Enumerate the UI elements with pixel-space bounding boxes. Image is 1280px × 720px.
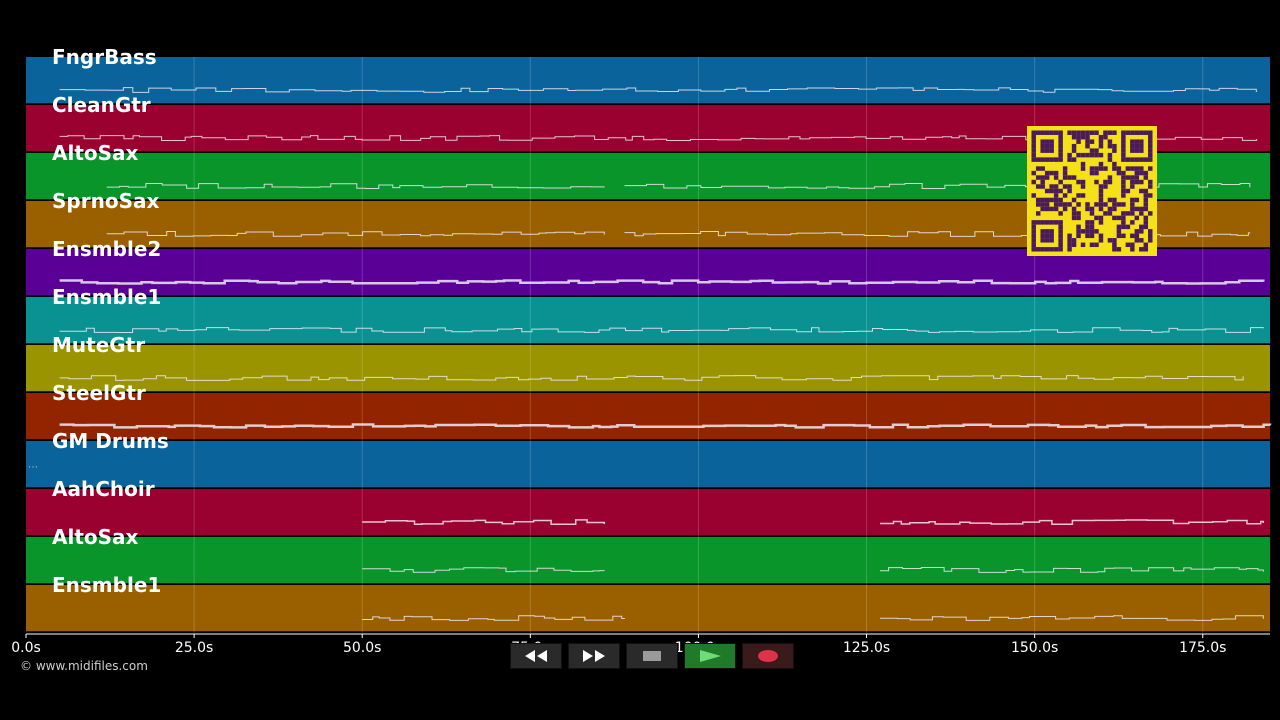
- track-lane: [26, 537, 1270, 584]
- record-icon: [758, 650, 778, 662]
- play-icon: [700, 650, 721, 662]
- track-lane: [26, 57, 1270, 104]
- track-name-label: Ensmble1: [52, 573, 162, 597]
- play-button[interactable]: [684, 643, 736, 669]
- note-sequence: [59, 375, 1244, 381]
- axis-tick-label: 175.0s: [1179, 640, 1227, 656]
- track-lane: [26, 345, 1270, 392]
- transport-controls: [510, 643, 794, 669]
- track-lane: [26, 441, 1270, 488]
- track-lane: [26, 489, 1270, 536]
- note-sequence: [880, 615, 1264, 621]
- axis-tick-label: 125.0s: [842, 640, 891, 656]
- track-lane: [26, 393, 1270, 440]
- fast-forward-icon: [583, 650, 605, 662]
- track-name-label: MuteGtr: [52, 333, 146, 357]
- axis-tick-label: 25.0s: [174, 640, 214, 656]
- note-sequence: [59, 423, 1272, 429]
- rewind-button[interactable]: [510, 643, 562, 669]
- stop-icon: [643, 651, 661, 661]
- track-name-label: AahChoir: [52, 477, 155, 501]
- track-name-label: SteelGtr: [52, 381, 146, 405]
- track-lane: [26, 297, 1270, 344]
- note-sequence: [59, 279, 1265, 285]
- track-name-label: AltoSax: [52, 525, 139, 549]
- note-sequence: [106, 231, 605, 237]
- rewind-icon: [525, 650, 547, 662]
- axis-tick-label: 50.0s: [342, 640, 382, 656]
- track-lane: [26, 249, 1270, 296]
- note-sequence: [106, 183, 605, 189]
- axis-tick-label: 0.0s: [11, 640, 41, 656]
- track-name-label: Ensmble2: [52, 237, 162, 261]
- note-sequence: [362, 567, 605, 573]
- axis-tick-label: 150.0s: [1010, 640, 1059, 656]
- fast-forward-button[interactable]: [568, 643, 620, 669]
- track-name-label: SprnoSax: [52, 189, 160, 213]
- track-name-label: GM Drums: [52, 429, 169, 453]
- note-sequence: [362, 615, 625, 621]
- record-button[interactable]: [742, 643, 794, 669]
- note-sequence: [880, 567, 1264, 573]
- track-name-label: FngrBass: [52, 45, 157, 69]
- note-sequence: [624, 231, 1251, 237]
- overflow-dots: ⋯: [28, 462, 38, 473]
- note-sequence: [880, 519, 1265, 526]
- track-name-label: AltoSax: [52, 141, 139, 165]
- note-sequence: [59, 87, 1258, 93]
- qr-code-icon: [1027, 126, 1157, 256]
- note-sequence: [362, 519, 606, 526]
- stop-button[interactable]: [626, 643, 678, 669]
- track-name-label: CleanGtr: [52, 93, 151, 117]
- copyright-text: © www.midifiles.com: [20, 659, 148, 673]
- note-sequence: [624, 183, 1251, 189]
- track-lane: [26, 585, 1270, 632]
- note-sequence: [59, 327, 1264, 333]
- track-name-label: Ensmble1: [52, 285, 162, 309]
